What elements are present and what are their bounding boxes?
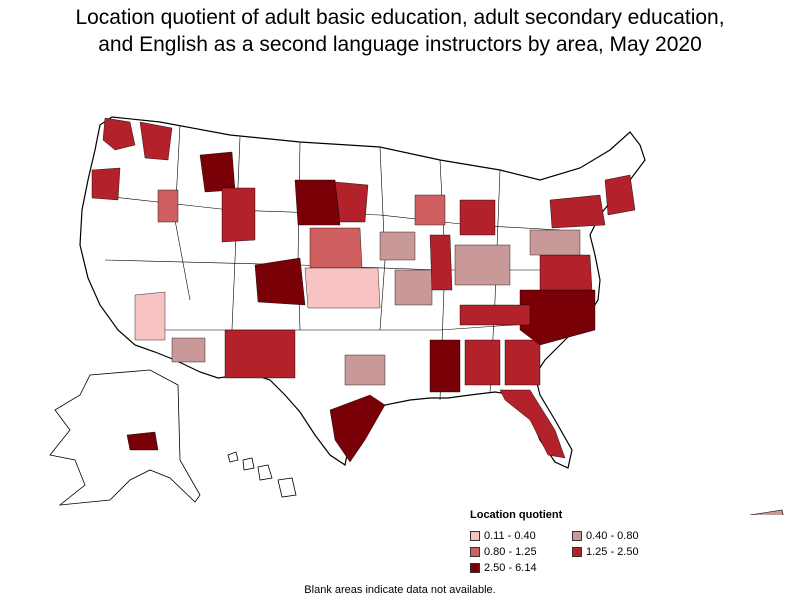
legend-swatch xyxy=(572,531,582,541)
area-virginia xyxy=(539,254,593,291)
area-nebraska xyxy=(309,227,363,269)
legend-swatch xyxy=(470,547,480,557)
legend-label: 2.50 - 6.14 xyxy=(484,562,537,574)
footnote: Blank areas indicate data not available. xyxy=(304,584,496,596)
legend-item: 0.11 - 0.40 xyxy=(470,530,572,542)
legend-swatch xyxy=(572,547,582,557)
area-arizona xyxy=(134,291,166,341)
alaska-outline xyxy=(49,369,201,506)
area-new-mexico xyxy=(224,329,296,379)
area-new-york xyxy=(549,194,606,229)
area-oregon xyxy=(91,167,121,201)
legend-label: 0.80 - 1.25 xyxy=(484,546,537,558)
area-kansas xyxy=(304,267,381,309)
title-line-1: Location quotient of adult basic educati… xyxy=(75,6,725,29)
legend-item: 0.40 - 0.80 xyxy=(572,530,672,542)
area-washington-west xyxy=(102,117,136,151)
area-georgia xyxy=(504,339,541,386)
legend-swatch xyxy=(470,531,480,541)
map-title: Location quotient of adult basic educati… xyxy=(0,4,800,58)
legend: Location quotient 0.11 - 0.40 0.40 - 0.80… xyxy=(470,509,690,574)
area-illinois xyxy=(429,234,453,291)
area-alabama xyxy=(464,339,501,386)
area-montana xyxy=(199,151,236,193)
area-alaska-south xyxy=(126,431,159,451)
area-idaho xyxy=(157,189,179,223)
area-mississippi xyxy=(429,339,461,393)
area-indiana-ohio xyxy=(454,244,511,286)
area-missouri xyxy=(394,269,433,306)
area-south-dakota xyxy=(294,179,341,226)
area-new-england xyxy=(604,174,636,216)
hawaii-outline xyxy=(227,451,297,498)
area-texas-central xyxy=(344,354,386,386)
area-michigan xyxy=(459,199,496,236)
area-texas-gulf xyxy=(329,394,386,463)
area-colorado xyxy=(254,257,306,306)
legend-title: Location quotient xyxy=(470,509,563,521)
area-az-south xyxy=(171,337,206,363)
legend-item: 1.25 - 2.50 xyxy=(572,546,672,558)
area-carolinas xyxy=(519,289,596,346)
legend-label: 0.40 - 0.80 xyxy=(586,530,639,542)
area-washington-east xyxy=(139,121,173,161)
area-wyoming xyxy=(221,187,256,243)
area-north-dakota xyxy=(334,181,369,223)
legend-item: 0.80 - 1.25 xyxy=(470,546,572,558)
area-wisconsin xyxy=(414,194,446,226)
area-iowa xyxy=(379,231,416,261)
legend-label: 1.25 - 2.50 xyxy=(586,546,639,558)
legend-grid: 0.11 - 0.40 0.40 - 0.80 0.80 - 1.25 1.25 - … xyxy=(470,530,690,574)
us-choropleth-map xyxy=(49,116,784,515)
legend-label: 0.11 - 0.40 xyxy=(484,530,536,542)
legend-item: 2.50 - 6.14 xyxy=(470,562,572,574)
title-line-2: and English as a second language instruc… xyxy=(98,33,702,56)
legend-swatch xyxy=(470,563,480,573)
area-pennsylvania xyxy=(529,229,581,256)
shaded-areas xyxy=(91,117,636,463)
puerto-rico-outline xyxy=(749,509,784,515)
area-tennessee xyxy=(459,304,531,326)
area-florida xyxy=(499,389,566,459)
